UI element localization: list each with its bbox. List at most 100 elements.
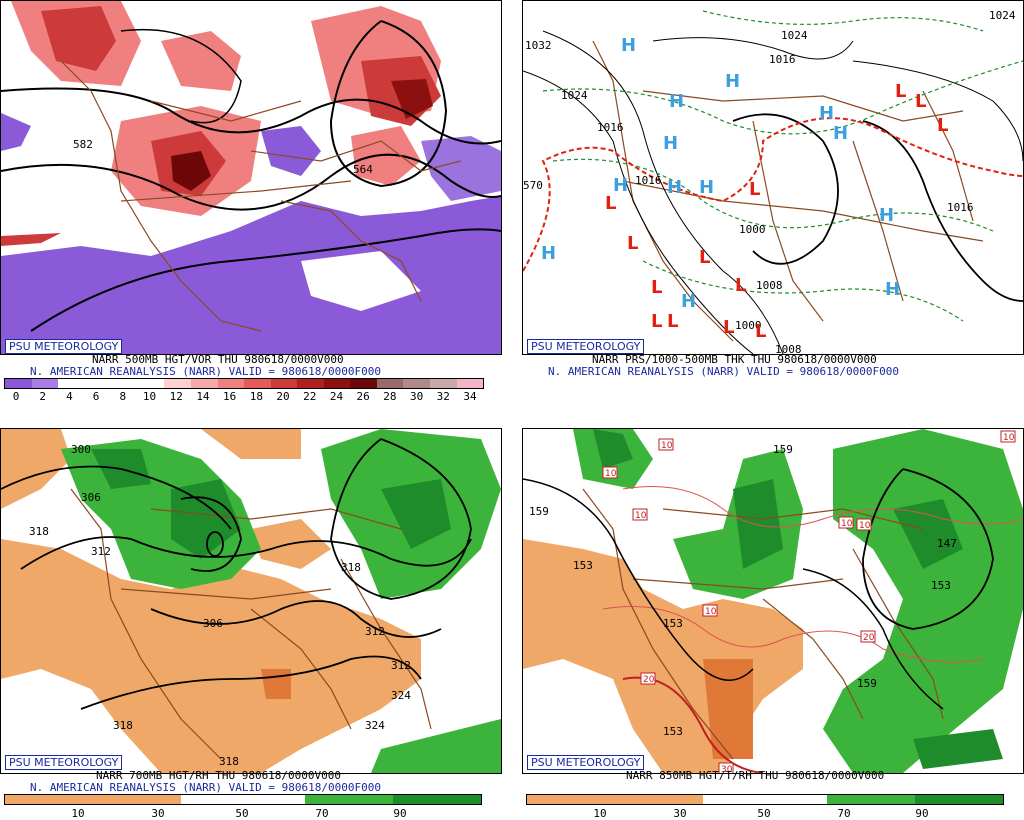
isobar-label: 1008 bbox=[756, 279, 783, 292]
contour-label: 318 bbox=[219, 755, 239, 768]
scale-swatch bbox=[270, 379, 298, 388]
scale-label: 2 bbox=[39, 390, 47, 403]
scale-label: 32 bbox=[436, 390, 450, 403]
scale-label: 10 bbox=[593, 807, 607, 820]
scale-swatch bbox=[31, 379, 59, 388]
high-pressure-symbol: H bbox=[879, 205, 894, 226]
scale-swatch bbox=[111, 379, 138, 388]
low-pressure-symbol: L bbox=[915, 91, 926, 112]
scale-label: 90 bbox=[393, 807, 407, 820]
caption-title: NARR 500MB HGT/VOR THU 980618/0000V000 bbox=[92, 353, 344, 366]
high-pressure-symbol: H bbox=[725, 71, 740, 92]
scale-label: 12 bbox=[169, 390, 183, 403]
height-label: 159 bbox=[529, 505, 549, 518]
scale-label: 50 bbox=[757, 807, 771, 820]
height-label: 153 bbox=[663, 617, 683, 630]
low-pressure-symbol: L bbox=[755, 321, 766, 342]
height-label: 153 bbox=[931, 579, 951, 592]
low-pressure-symbol: L bbox=[667, 311, 678, 332]
scale-label: 30 bbox=[409, 390, 424, 403]
neg-vor-south bbox=[1, 196, 501, 354]
low-pressure-symbol: L bbox=[937, 115, 948, 136]
map-700mb: 300 306 318 312 306 312 318 318 318 324 … bbox=[0, 428, 502, 774]
height-label: 147 bbox=[937, 537, 957, 550]
high-pressure-symbol: H bbox=[613, 175, 628, 196]
height-label: 153 bbox=[573, 559, 593, 572]
contour-label: 306 bbox=[203, 617, 223, 630]
caption-title: NARR 700MB HGT/RH THU 980618/0000V000 bbox=[96, 769, 342, 782]
height-label: 153 bbox=[663, 725, 683, 738]
caption-title: NARR 850MB HGT/T/RH THU 980618/0000V000 bbox=[626, 769, 885, 782]
low-pressure-symbol: L bbox=[735, 275, 746, 296]
scale-swatch bbox=[350, 379, 377, 388]
vorticity-color-scale bbox=[4, 378, 484, 389]
rh-field-850: 159 153 159 153 147 153 159 153 10 10 10… bbox=[523, 429, 1023, 773]
contour-label: 318 bbox=[113, 719, 133, 732]
scale-label: 30 bbox=[151, 807, 165, 820]
temperature-label: 20 bbox=[643, 675, 655, 685]
temperature-label: 10 bbox=[841, 519, 853, 529]
scale-swatch bbox=[58, 379, 85, 388]
caption-valid: N. AMERICAN REANALYSIS (NARR) VALID = 98… bbox=[548, 365, 899, 378]
scale-swatch bbox=[297, 379, 324, 388]
caption-title: NARR PRS/1000-500MB THK THU 980618/0000V… bbox=[592, 353, 877, 366]
isobar-label: 1016 bbox=[635, 174, 662, 187]
scale-label: 70 bbox=[315, 807, 329, 820]
temperature-label: 10 bbox=[605, 469, 617, 479]
scale-swatch bbox=[84, 379, 112, 388]
vorticity-field: 582 564 bbox=[1, 1, 501, 354]
scale-swatch bbox=[376, 379, 404, 388]
neg-vor-center bbox=[261, 126, 321, 176]
panel-850mb-t-rh: 159 153 159 153 147 153 159 153 10 10 10… bbox=[522, 428, 1024, 820]
low-pressure-symbol: L bbox=[699, 247, 710, 268]
low-pressure-symbol: L bbox=[723, 317, 734, 338]
scale-label: 16 bbox=[223, 390, 237, 403]
low-pressure-symbol: L bbox=[651, 311, 662, 332]
high-pressure-symbol: H bbox=[621, 35, 636, 56]
map-500mb: 582 564 PSU METEOROLOGY bbox=[0, 0, 502, 355]
contour-label: 324 bbox=[365, 719, 385, 732]
isobar-label: 1000 bbox=[735, 319, 762, 332]
scale-swatch bbox=[5, 379, 32, 388]
high-pressure-symbol: H bbox=[819, 103, 834, 124]
psu-meteorology-badge: PSU METEOROLOGY bbox=[527, 755, 645, 770]
high-pressure-symbol: H bbox=[667, 177, 682, 198]
contour-label: 318 bbox=[341, 561, 361, 574]
low-pressure-symbol: L bbox=[895, 81, 906, 102]
thickness-label: 570 bbox=[523, 179, 543, 192]
white-gap bbox=[301, 251, 421, 311]
high-pressure-symbol: H bbox=[541, 243, 556, 264]
scale-swatch bbox=[323, 379, 351, 388]
map-850mb: 159 153 159 153 147 153 159 153 10 10 10… bbox=[522, 428, 1024, 774]
contour-label: 324 bbox=[391, 689, 411, 702]
isobar-label: 1024 bbox=[989, 9, 1016, 22]
rh-scale-labels: 10 30 50 70 90 bbox=[4, 807, 480, 820]
scale-label: 22 bbox=[303, 390, 317, 403]
panel-500mb-vorticity: 582 564 PSU METEOROLOGY NARR 500MB HGT/V… bbox=[0, 0, 502, 404]
moist-region-east bbox=[823, 429, 1023, 773]
scale-label: 4 bbox=[66, 390, 73, 403]
high-pressure-symbol: H bbox=[885, 279, 900, 300]
scale-swatch bbox=[244, 379, 271, 388]
scale-swatch bbox=[430, 379, 457, 388]
scale-label: 90 bbox=[915, 807, 929, 820]
contour-label-582: 582 bbox=[73, 138, 93, 151]
contour-label: 312 bbox=[365, 625, 385, 638]
panel-surface-pressure-thickness: 1024 1016 1016 1024 1016 1008 1000 1008 … bbox=[522, 0, 1024, 404]
psu-meteorology-badge: PSU METEOROLOGY bbox=[5, 339, 123, 354]
scale-label: 10 bbox=[142, 390, 157, 403]
temperature-label: 10 bbox=[635, 511, 647, 521]
scale-label: 0 bbox=[12, 390, 20, 403]
scale-swatch bbox=[137, 379, 165, 388]
scale-label: 8 bbox=[119, 390, 127, 403]
panel-700mb-rh: 300 306 318 312 306 312 318 318 318 324 … bbox=[0, 428, 502, 820]
rh-scale-labels: 10 30 50 70 90 bbox=[526, 807, 1002, 820]
scale-label: 14 bbox=[196, 390, 210, 403]
temperature-label: 20 bbox=[863, 633, 875, 643]
caption-valid: N. AMERICAN REANALYSIS (NARR) VALID = 98… bbox=[30, 781, 381, 794]
vorticity-scale-labels: 0 2 4 6 8 10 12 14 16 18 20 22 24 26 28 30 32 34 bbox=[4, 390, 482, 403]
dry-region-south bbox=[1, 539, 421, 773]
low-pressure-symbol: L bbox=[627, 233, 638, 254]
isobar-label: 1016 bbox=[947, 201, 974, 214]
contour-label: 312 bbox=[91, 545, 111, 558]
